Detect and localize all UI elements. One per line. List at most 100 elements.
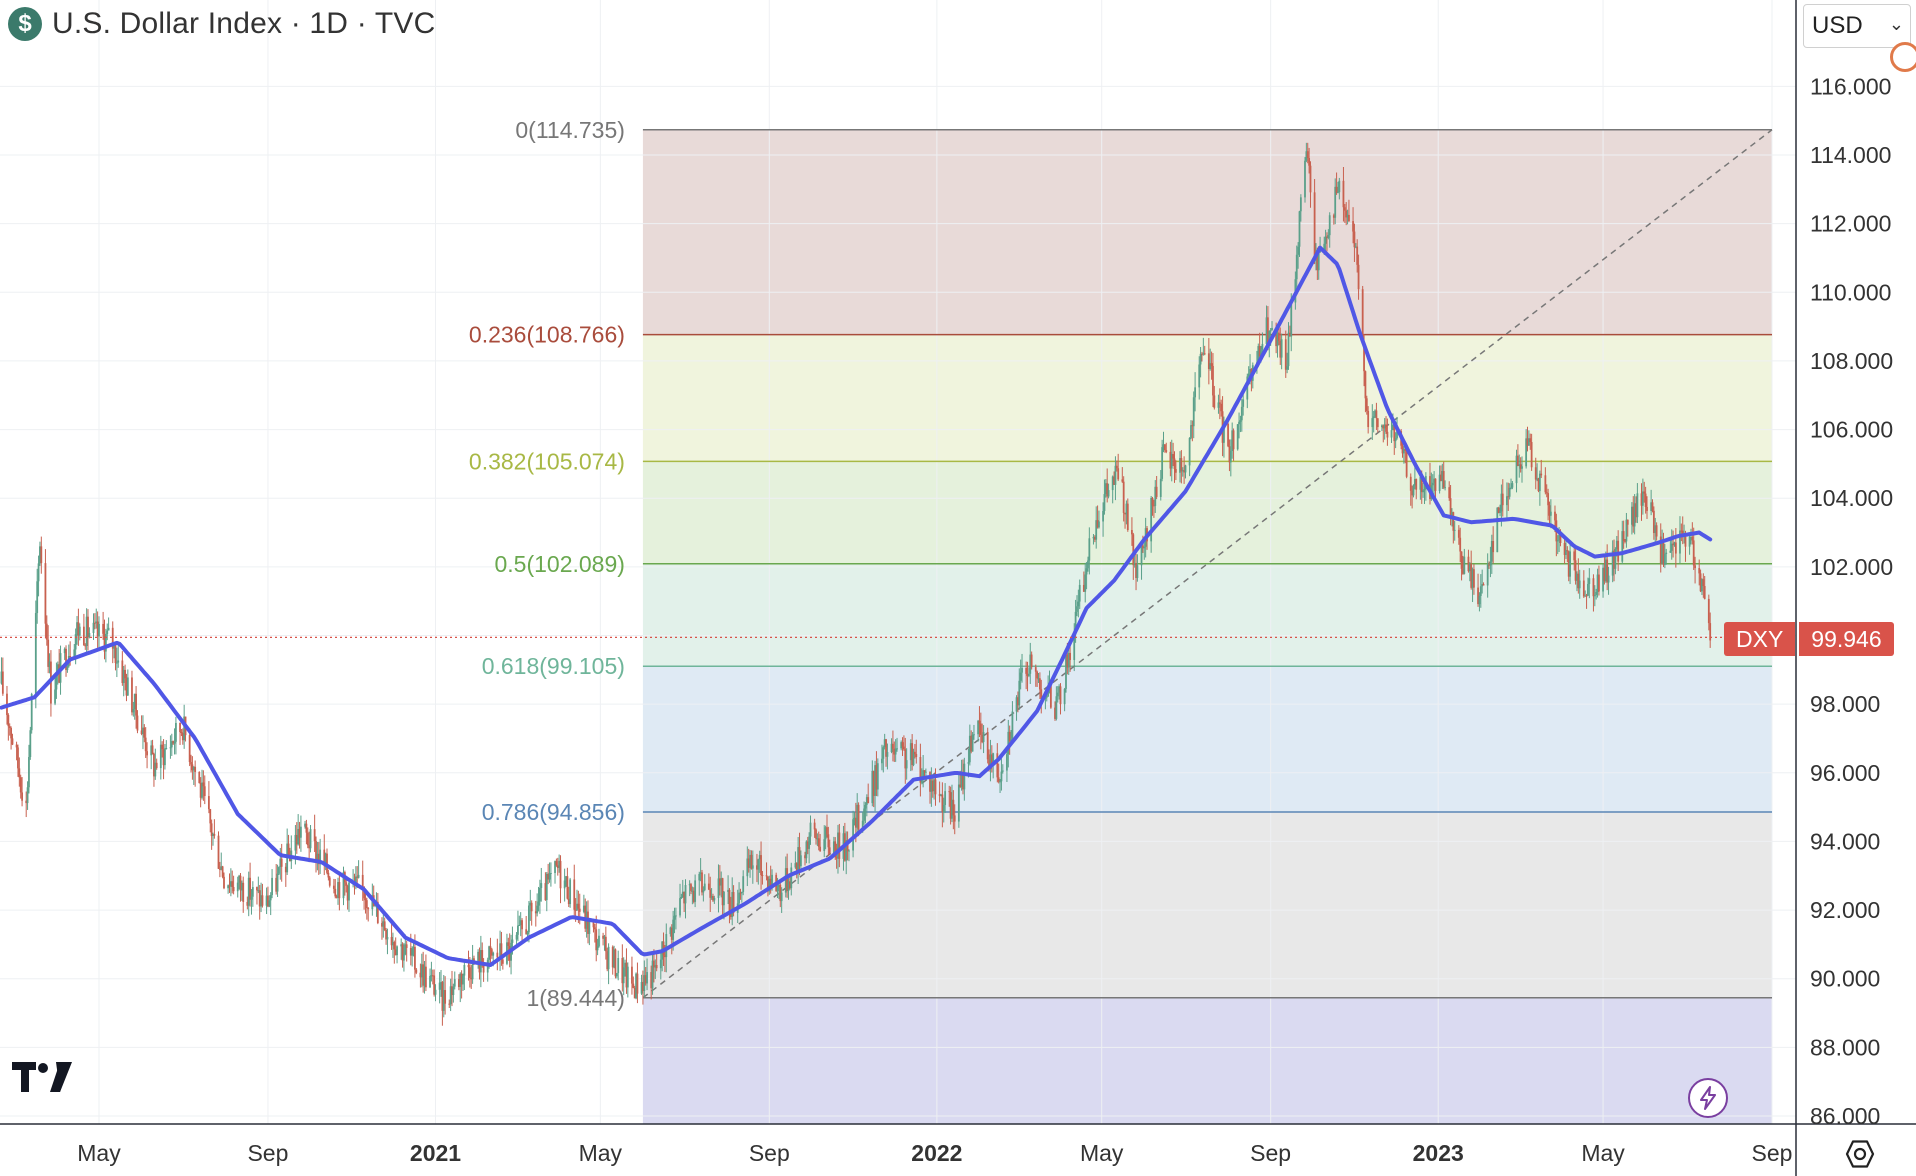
chart-title[interactable]: U.S. Dollar Index · 1D · TVC <box>52 7 436 40</box>
candle <box>1106 468 1109 503</box>
candle-body <box>261 895 264 906</box>
settings-icon[interactable] <box>1842 1136 1878 1172</box>
candle <box>269 892 272 916</box>
candle-body <box>1574 560 1577 581</box>
candle <box>1029 642 1032 684</box>
candle-body <box>18 768 21 778</box>
candle <box>598 928 600 948</box>
candle-body <box>674 915 677 917</box>
candle <box>1343 203 1346 223</box>
candle <box>202 770 205 801</box>
candle-body <box>411 948 414 956</box>
candle-body <box>1453 529 1456 531</box>
candle-body <box>565 876 567 881</box>
candle-body <box>968 735 971 763</box>
candle <box>8 723 11 736</box>
candle <box>1087 556 1089 572</box>
candle-body <box>131 677 133 713</box>
candle <box>789 876 791 890</box>
candle-body <box>155 762 158 769</box>
candle-body <box>1361 289 1364 343</box>
candle-body <box>1126 503 1129 530</box>
candle-body <box>587 911 589 934</box>
candle <box>1328 212 1331 248</box>
candle <box>1496 507 1499 553</box>
chevron-down-icon: ⌄ <box>1888 14 1904 34</box>
time-tick-label: 2021 <box>410 1140 461 1166</box>
candle <box>874 760 876 812</box>
candle-body <box>74 634 77 650</box>
candle <box>434 984 437 1002</box>
candle <box>1540 459 1543 478</box>
candle <box>1103 479 1106 515</box>
candle-body <box>501 959 504 964</box>
candle-body <box>190 762 192 765</box>
candle-body <box>798 847 801 867</box>
currency-selector[interactable]: USD ⌄ <box>1803 4 1911 48</box>
candle-body <box>396 946 398 956</box>
candle <box>103 619 106 660</box>
candle-body <box>1578 580 1581 589</box>
candle <box>547 863 550 885</box>
candle <box>1651 499 1654 513</box>
candle-body <box>1353 231 1356 248</box>
candle-body <box>598 935 600 947</box>
candle <box>894 739 897 762</box>
candle-body <box>941 794 944 813</box>
candle-body <box>1067 652 1070 668</box>
candle-body <box>547 873 550 880</box>
candle-body <box>260 895 262 907</box>
candle-body <box>1327 235 1330 238</box>
candle-body <box>499 943 501 959</box>
candle-body <box>135 693 137 716</box>
candle <box>276 864 279 897</box>
candle-body <box>409 947 412 956</box>
candle <box>525 915 528 935</box>
candle <box>1611 540 1614 583</box>
candle <box>92 613 95 640</box>
price-tick-label: 114.000 <box>1810 142 1891 168</box>
dollar-icon[interactable]: $ <box>8 7 42 41</box>
price-badge-symbol: DXY <box>1724 622 1796 656</box>
candle-body <box>626 966 629 988</box>
candle <box>1376 418 1379 433</box>
candle <box>1640 483 1643 521</box>
candle <box>1490 534 1493 574</box>
candle-body <box>1613 550 1615 569</box>
candle <box>357 860 360 879</box>
candle-body <box>530 902 533 912</box>
candle-body <box>1154 486 1157 506</box>
fibonacci-level-labels: 0(114.735)0.236(108.766)0.382(105.074)0.… <box>469 117 625 1011</box>
candle <box>819 833 822 853</box>
candle-body <box>1595 591 1598 595</box>
candle <box>922 754 925 788</box>
candle <box>267 886 269 908</box>
candle <box>1534 457 1537 490</box>
candle <box>34 600 37 709</box>
candle <box>18 757 21 787</box>
candle-body <box>1000 771 1003 782</box>
tradingview-logo-icon[interactable] <box>12 1062 74 1099</box>
candle <box>1621 520 1624 564</box>
candle <box>85 608 88 653</box>
candle <box>1220 399 1223 417</box>
candle-body <box>172 741 175 744</box>
candle <box>169 735 172 759</box>
candle-body <box>82 626 85 646</box>
candle-body <box>98 623 100 637</box>
candle-body <box>284 866 287 873</box>
candle-body <box>492 952 495 956</box>
candle-body <box>1342 180 1345 208</box>
candle <box>867 783 870 804</box>
lightning-icon[interactable] <box>1688 1078 1728 1118</box>
candle <box>37 555 40 597</box>
candle-body <box>684 885 687 904</box>
candle <box>0 657 3 685</box>
candle-body <box>881 758 883 764</box>
candle-body <box>496 952 499 958</box>
candle-body <box>824 827 827 840</box>
candle <box>77 608 80 646</box>
alert-icon[interactable] <box>1890 42 1916 72</box>
candle-body <box>1411 490 1414 496</box>
